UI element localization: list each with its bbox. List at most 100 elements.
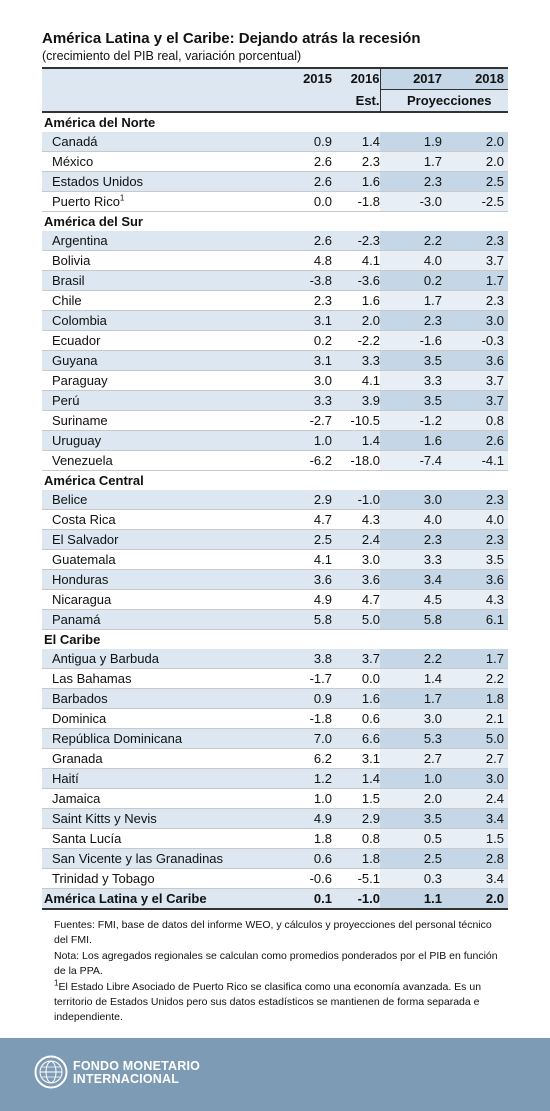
country-name: Paraguay <box>52 373 108 388</box>
table-row: Chile 2.3 1.6 1.7 2.3 <box>42 290 508 311</box>
country-name: Nicaragua <box>52 592 112 607</box>
value-cell-2016: 2.3 <box>332 151 380 172</box>
value-cell-2017: 3.0 <box>380 490 442 510</box>
country-name: Trinidad y Tobago <box>52 871 155 886</box>
country-name: Estados Unidos <box>52 174 144 189</box>
table-notes: Fuentes: FMI, base de datos del informe … <box>42 918 508 1025</box>
table-row: Bolivia 4.8 4.1 4.0 3.7 <box>42 250 508 271</box>
value-cell-2017: 3.5 <box>380 350 442 371</box>
value-cell-2018: 6.1 <box>442 609 508 630</box>
value-cell-2015: 0.9 <box>280 688 332 709</box>
table-row: Venezuela -6.2 -18.0 -7.4 -4.1 <box>42 450 508 471</box>
value-cell-2017: 4.0 <box>380 250 442 271</box>
total-value-2017: 1.1 <box>380 888 442 910</box>
value-cell-2016: 1.8 <box>332 848 380 869</box>
value-cell-2015: 3.1 <box>280 310 332 331</box>
value-cell-2016: -10.5 <box>332 410 380 431</box>
country-name: Guatemala <box>52 552 116 567</box>
value-cell-2018: -4.1 <box>442 450 508 471</box>
value-cell-2017: 1.7 <box>380 151 442 172</box>
country-name: México <box>52 154 94 169</box>
value-cell-2016: 4.7 <box>332 589 380 610</box>
country-cell: Venezuela <box>42 450 280 471</box>
table-row: Honduras 3.6 3.6 3.4 3.6 <box>42 569 508 590</box>
footnote-ref: 1 <box>119 193 125 203</box>
country-name: Belice <box>52 492 88 507</box>
value-cell-2015: 4.9 <box>280 808 332 829</box>
imf-seal-icon <box>34 1055 68 1089</box>
value-cell-2018: 1.5 <box>442 828 508 849</box>
value-cell-2018: 1.7 <box>442 270 508 291</box>
header-row-sub: Est. Proyecciones <box>42 89 508 113</box>
value-cell-2015: 0.9 <box>280 132 332 152</box>
region-row: América del Norte <box>42 112 508 132</box>
value-cell-2017: 2.0 <box>380 788 442 809</box>
table-row: Costa Rica 4.7 4.3 4.0 4.0 <box>42 509 508 530</box>
country-cell: Las Bahamas <box>42 668 280 689</box>
table-row: San Vicente y las Granadinas 0.6 1.8 2.5 2.8 <box>42 848 508 869</box>
country-cell: Uruguay <box>42 430 280 451</box>
table-row: Guyana 3.1 3.3 3.5 3.6 <box>42 350 508 371</box>
footer-bar: FONDO MONETARIO INTERNACIONAL <box>0 1038 550 1111</box>
value-cell-2015: 2.6 <box>280 151 332 172</box>
country-cell: Puerto Rico1 <box>42 191 280 212</box>
country-name: Honduras <box>52 572 109 587</box>
value-cell-2018: 4.3 <box>442 589 508 610</box>
value-cell-2018: 2.3 <box>442 290 508 311</box>
value-cell-2016: 1.6 <box>332 171 380 192</box>
table-row: Ecuador 0.2 -2.2 -1.6 -0.3 <box>42 330 508 351</box>
value-cell-2015: 3.1 <box>280 350 332 371</box>
value-cell-2018: 3.4 <box>442 868 508 889</box>
value-cell-2017: 2.7 <box>380 748 442 769</box>
value-cell-2016: 1.6 <box>332 688 380 709</box>
region-label: América Central <box>44 473 144 488</box>
table-row: Las Bahamas -1.7 0.0 1.4 2.2 <box>42 668 508 689</box>
country-name: República Dominicana <box>52 731 183 746</box>
country-name: Las Bahamas <box>52 671 132 686</box>
value-cell-2016: -3.6 <box>332 270 380 291</box>
country-name: Bolivia <box>52 253 91 268</box>
value-cell-2017: 3.0 <box>380 708 442 729</box>
region-blank-cell <box>442 212 508 232</box>
table-row: Suriname -2.7 -10.5 -1.2 0.8 <box>42 410 508 431</box>
value-cell-2017: 2.5 <box>380 848 442 869</box>
country-name: Ecuador <box>52 333 101 348</box>
table-row: Granada 6.2 3.1 2.7 2.7 <box>42 748 508 769</box>
value-cell-2016: 3.6 <box>332 569 380 590</box>
country-cell: Guyana <box>42 350 280 371</box>
value-cell-2016: 5.0 <box>332 609 380 630</box>
value-cell-2018: 5.0 <box>442 728 508 749</box>
country-cell: Jamaica <box>42 788 280 809</box>
value-cell-2016: -1.8 <box>332 191 380 212</box>
value-cell-2018: 1.8 <box>442 688 508 709</box>
footnote-text: El Estado Libre Asociado de Puerto Rico … <box>54 981 482 1023</box>
table-row: México 2.6 2.3 1.7 2.0 <box>42 151 508 172</box>
value-cell-2015: 4.9 <box>280 589 332 610</box>
country-name: Barbados <box>52 691 108 706</box>
value-cell-2015: 1.2 <box>280 768 332 789</box>
value-cell-2017: -3.0 <box>380 191 442 212</box>
chart-title: América Latina y el Caribe: Dejando atrá… <box>42 30 421 47</box>
value-cell-2017: 4.0 <box>380 509 442 530</box>
value-cell-2015: 3.0 <box>280 370 332 391</box>
value-cell-2018: 2.5 <box>442 171 508 192</box>
value-cell-2018: 2.8 <box>442 848 508 869</box>
country-cell: Costa Rica <box>42 509 280 530</box>
value-cell-2015: 1.0 <box>280 430 332 451</box>
value-cell-2017: 1.0 <box>380 768 442 789</box>
value-cell-2016: 0.0 <box>332 668 380 689</box>
country-cell: Canadá <box>42 132 280 152</box>
value-cell-2017: 2.2 <box>380 649 442 669</box>
value-cell-2016: 2.9 <box>332 808 380 829</box>
value-cell-2015: -2.7 <box>280 410 332 431</box>
value-cell-2018: 3.7 <box>442 250 508 271</box>
country-name: Suriname <box>52 413 108 428</box>
value-cell-2016: 1.4 <box>332 768 380 789</box>
country-name: Venezuela <box>52 453 113 468</box>
value-cell-2018: 2.3 <box>442 490 508 510</box>
value-cell-2017: 2.3 <box>380 529 442 550</box>
country-cell: Paraguay <box>42 370 280 391</box>
value-cell-2017: 1.9 <box>380 132 442 152</box>
notes-footnote: 1El Estado Libre Asociado de Puerto Rico… <box>44 979 508 1025</box>
value-cell-2017: 1.7 <box>380 688 442 709</box>
